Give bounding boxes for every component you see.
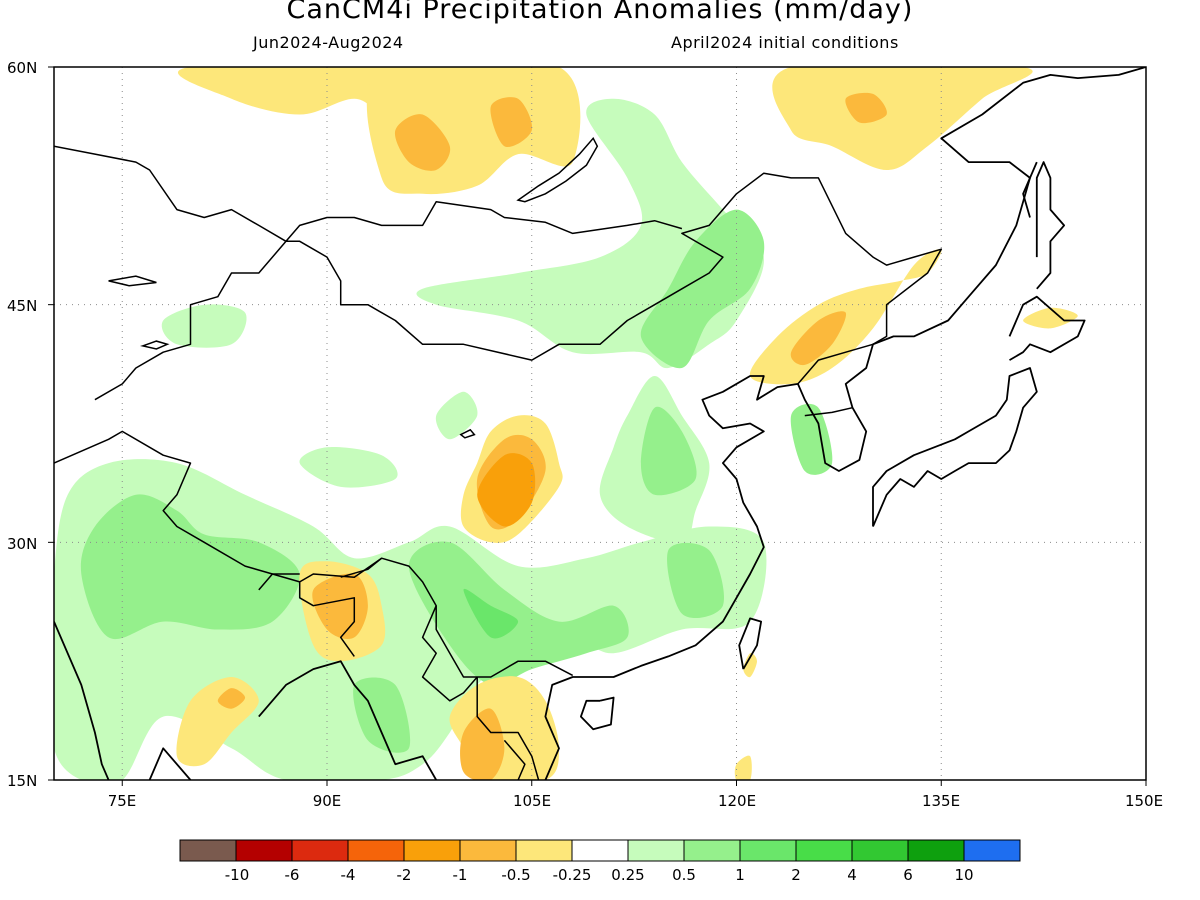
country-border [298, 581, 356, 657]
anomaly-region [394, 114, 451, 171]
coastlines-borders [54, 67, 1146, 780]
lake-outline [459, 428, 476, 439]
colorbar-swatch [347, 839, 405, 862]
colorbar-label: 2 [791, 866, 801, 884]
anomaly-region [435, 391, 478, 440]
anomaly-region [667, 542, 725, 619]
lake-outline [516, 136, 599, 203]
country-border [476, 677, 540, 780]
colorbar-swatch [963, 839, 1021, 862]
anomaly-region [772, 67, 1033, 170]
anomaly-region [299, 447, 398, 488]
colorbar-label: -0.5 [501, 866, 530, 884]
coastline [738, 617, 762, 670]
country-border [285, 200, 683, 242]
colorbar-label: 1 [735, 866, 745, 884]
colorbar-labels: -10 -6 -4 -2 -1 -0.5 -0.25 0.25 0.5 1 2 … [225, 866, 974, 884]
anomaly-region [353, 677, 411, 753]
anomaly-fields [54, 67, 1078, 780]
lon-label-120e: 120E [718, 792, 756, 810]
anomaly-region [460, 708, 505, 780]
anomaly-region [490, 97, 533, 147]
anomaly-region [845, 92, 887, 124]
anomaly-region [326, 597, 355, 623]
colorbar-label: 6 [903, 866, 913, 884]
colorbar-swatch [683, 839, 741, 862]
colorbar-swatch [403, 839, 461, 862]
anomaly-region [463, 588, 519, 639]
colorbar-label: 4 [847, 866, 857, 884]
colorbar-label: 10 [954, 866, 973, 884]
colorbar-label: -6 [285, 866, 300, 884]
colorbar-swatch [907, 839, 965, 862]
coastline [1022, 161, 1038, 218]
anomaly-region [734, 755, 752, 780]
anomaly-region [640, 209, 765, 369]
country-border [54, 430, 574, 678]
coastline [258, 660, 437, 780]
country-border [804, 406, 853, 417]
anomaly-region [80, 494, 300, 640]
lon-label-105e: 105E [513, 792, 551, 810]
anomaly-region [477, 453, 536, 527]
lat-label-45n: 45N [7, 297, 37, 315]
lon-label-75e: 75E [108, 792, 137, 810]
country-border [340, 557, 383, 578]
colorbar-label: -4 [341, 866, 356, 884]
coastline [1008, 295, 1086, 361]
colorbar-label: -0.25 [553, 866, 592, 884]
colorbar-swatch [739, 839, 797, 862]
period-label: Jun2024-Aug2024 [253, 33, 404, 52]
anomaly-region [790, 311, 847, 366]
colorbar-swatch [459, 839, 517, 862]
colorbar-label: 0.5 [672, 866, 696, 884]
colorbar-swatch [571, 839, 629, 862]
lat-label-60n: 60N [7, 59, 37, 77]
colorbar-swatch [851, 839, 909, 862]
coastline [872, 367, 1038, 527]
coastline [54, 621, 110, 780]
lon-label-150e: 150E [1125, 792, 1163, 810]
anomaly-region [366, 67, 581, 195]
colorbar-label: -1 [453, 866, 468, 884]
anomaly-region [743, 652, 757, 678]
colorbar-label: -2 [397, 866, 412, 884]
country-border [421, 605, 478, 702]
colorbar-swatch [627, 839, 685, 862]
coastline [580, 696, 615, 731]
country-border [94, 172, 943, 401]
coastline [463, 779, 465, 780]
anomaly-region [1023, 307, 1078, 329]
chart-title: CanCM4i Precipitation Anomalies (mm/day) [286, 0, 914, 25]
colorbar [179, 839, 1021, 862]
anomaly-region [408, 541, 629, 686]
colorbar-swatch [795, 839, 853, 862]
colorbar-label: 0.25 [611, 866, 644, 884]
country-border [797, 343, 874, 385]
coastline [544, 67, 1146, 780]
country-border [258, 573, 300, 591]
colorbar-swatch [235, 839, 293, 862]
anomaly-region [217, 688, 246, 709]
init-label: April2024 initial conditions [671, 33, 899, 52]
colorbar-swatch [515, 839, 573, 862]
lat-label-15n: 15N [7, 772, 37, 790]
map-frame [53, 66, 1147, 781]
lat-label-30n: 30N [7, 535, 37, 553]
colorbar-swatch [179, 839, 237, 862]
anomaly-region [640, 406, 697, 496]
country-border [503, 739, 526, 780]
colorbar-swatch [291, 839, 349, 862]
lake-outline [108, 275, 157, 287]
colorbar-label: -10 [225, 866, 250, 884]
coastline [1035, 161, 1065, 290]
lon-label-135e: 135E [922, 792, 960, 810]
lon-label-90e: 90E [313, 792, 342, 810]
anomaly-region [161, 304, 247, 348]
country-border [54, 145, 287, 242]
anomaly-region [790, 403, 833, 475]
coastline [148, 747, 192, 780]
lake-outline [139, 340, 170, 350]
